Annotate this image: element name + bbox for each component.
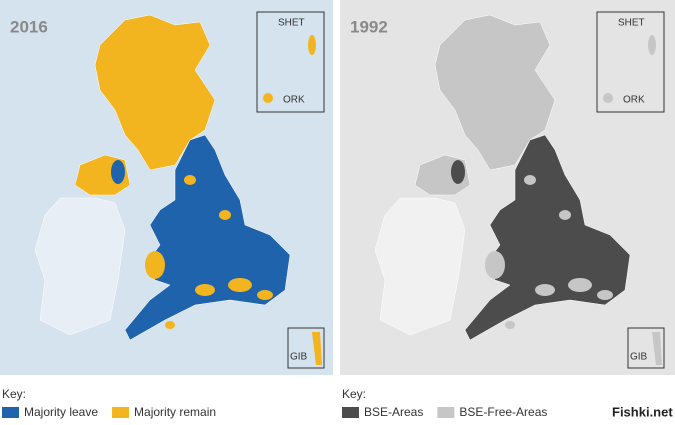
key-item: Majority leave	[24, 405, 98, 419]
inset-label: SHET	[618, 18, 645, 29]
inset-label: ORK	[283, 95, 305, 106]
map-title: 1992	[350, 17, 388, 36]
key-swatch	[342, 407, 359, 418]
map-title: 2016	[10, 17, 48, 36]
map: 1992 SHET ORK GIB	[350, 11, 665, 369]
region	[485, 251, 505, 279]
island	[648, 35, 656, 55]
region	[184, 175, 196, 185]
inset-box	[256, 11, 325, 113]
region	[219, 210, 231, 220]
scotland	[434, 14, 556, 171]
region	[451, 160, 465, 184]
scotland	[94, 14, 216, 171]
ireland	[374, 197, 466, 336]
region	[535, 284, 555, 296]
gibraltar	[652, 332, 662, 365]
key-item: BSE-Areas	[364, 405, 423, 419]
island	[263, 93, 273, 103]
inset-box	[627, 327, 665, 369]
inset-box	[596, 11, 665, 113]
key-item: Majority remain	[134, 405, 216, 419]
inset-label: GIB	[630, 352, 648, 363]
region	[568, 278, 592, 292]
region	[228, 278, 252, 292]
region	[597, 290, 613, 300]
region	[111, 160, 125, 184]
region	[145, 251, 165, 279]
region	[524, 175, 536, 185]
key-label: Key:	[2, 387, 26, 401]
island	[308, 35, 316, 55]
region	[195, 284, 215, 296]
region	[165, 321, 175, 329]
key-swatch	[112, 407, 130, 418]
island	[603, 93, 613, 103]
key-swatch	[2, 407, 19, 418]
region	[559, 210, 571, 220]
map: 2016 SHET ORK GIB	[10, 11, 325, 369]
inset-label: GIB	[290, 352, 308, 363]
ireland	[34, 197, 126, 336]
gibraltar	[312, 332, 322, 365]
key-label: Key:	[342, 387, 366, 401]
key-swatch	[437, 407, 455, 418]
inset-box	[287, 327, 325, 369]
key-item: BSE-Free-Areas	[459, 405, 547, 419]
inset-label: ORK	[623, 95, 645, 106]
watermark: Fishki.net	[612, 404, 673, 419]
region	[257, 290, 273, 300]
region	[505, 321, 515, 329]
inset-label: SHET	[278, 18, 305, 29]
